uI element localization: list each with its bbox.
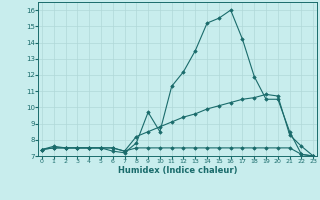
X-axis label: Humidex (Indice chaleur): Humidex (Indice chaleur) xyxy=(118,166,237,175)
